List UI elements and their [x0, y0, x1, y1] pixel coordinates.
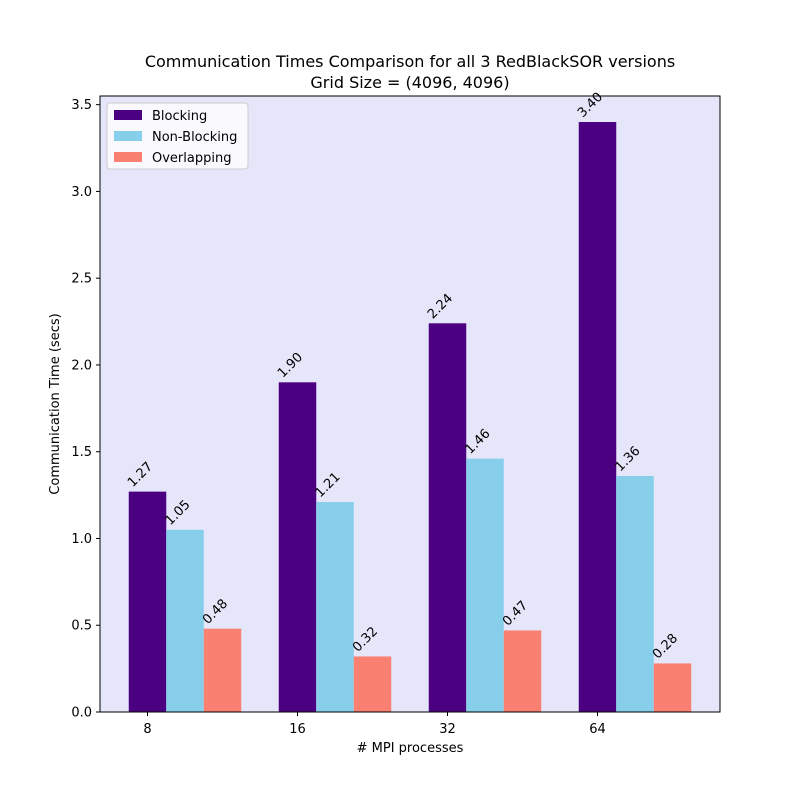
y-tick-label: 2.0	[71, 358, 92, 373]
x-tick-label: 8	[143, 722, 151, 737]
y-tick-label: 3.5	[71, 98, 92, 113]
bar-non-blocking-8	[166, 529, 204, 712]
bar-overlapping-8	[203, 628, 242, 712]
y-tick-label: 0.0	[71, 706, 92, 721]
y-tick-label: 1.5	[71, 445, 92, 460]
plot-frame	[99, 95, 721, 713]
x-axis-label: # MPI processes	[357, 741, 464, 756]
y-tick-label: 3.0	[71, 185, 92, 200]
x-tick-label: 16	[289, 722, 306, 737]
bars-group	[128, 122, 692, 712]
legend: Blocking Non-Blocking Overlapping	[106, 102, 249, 170]
bar-blocking-32	[428, 323, 467, 712]
bar-overlapping-16	[353, 656, 392, 712]
bar-overlapping-64	[653, 663, 692, 712]
chart-title: Communication Times Comparison for all 3…	[145, 52, 675, 71]
x-axis: 8 16 32 64	[143, 712, 606, 737]
y-axis-label: Communication Time (secs)	[48, 313, 63, 494]
y-tick-label: 1.0	[71, 532, 92, 547]
x-tick-label: 32	[439, 722, 456, 737]
y-tick-label: 0.5	[71, 619, 92, 634]
bar-non-blocking-16	[316, 502, 354, 712]
bar-non-blocking-32	[466, 458, 504, 712]
y-axis: 0.0 0.5 1.0 1.5 2.0 2.5 3.0 3.5	[71, 98, 100, 721]
bar-blocking-8	[128, 491, 167, 712]
legend-swatch	[114, 152, 142, 162]
legend-label: Overlapping	[152, 151, 231, 166]
legend-label: Non-Blocking	[152, 130, 237, 145]
y-tick-label: 2.5	[71, 272, 92, 287]
legend-box	[106, 102, 249, 170]
legend-swatch	[114, 131, 142, 141]
bar-blocking-16	[278, 382, 317, 712]
legend-label: Blocking	[152, 109, 207, 124]
bar-non-blocking-64	[616, 476, 654, 712]
bar-blocking-64	[578, 122, 617, 712]
chart-subtitle: Grid Size = (4096, 4096)	[310, 73, 509, 92]
legend-swatch	[114, 110, 142, 120]
x-tick-label: 64	[589, 722, 606, 737]
bar-overlapping-32	[503, 630, 542, 712]
